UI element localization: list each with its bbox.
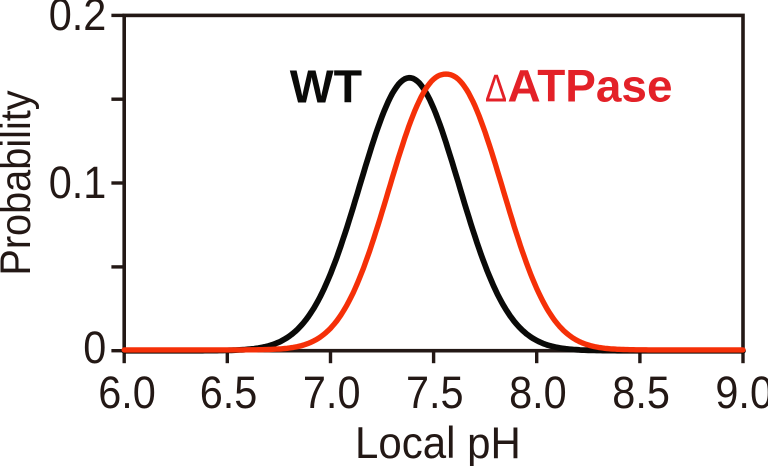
svg-text:ATPase: ATPase <box>508 61 673 112</box>
svg-text:7.5: 7.5 <box>406 367 464 418</box>
svg-text:Δ: Δ <box>485 68 507 111</box>
svg-text:Probability: Probability <box>0 90 39 276</box>
svg-text:6.5: 6.5 <box>200 367 258 418</box>
svg-text:6.0: 6.0 <box>98 367 156 418</box>
svg-text:7.0: 7.0 <box>303 367 361 418</box>
svg-text:8.0: 8.0 <box>509 367 567 418</box>
svg-text:Local pH: Local pH <box>355 419 521 466</box>
svg-text:WT: WT <box>290 60 362 112</box>
svg-text:0.1: 0.1 <box>49 157 107 208</box>
svg-text:0: 0 <box>83 322 106 373</box>
svg-text:9.0: 9.0 <box>715 367 768 418</box>
svg-text:8.5: 8.5 <box>612 367 670 418</box>
svg-text:0.2: 0.2 <box>49 0 107 40</box>
